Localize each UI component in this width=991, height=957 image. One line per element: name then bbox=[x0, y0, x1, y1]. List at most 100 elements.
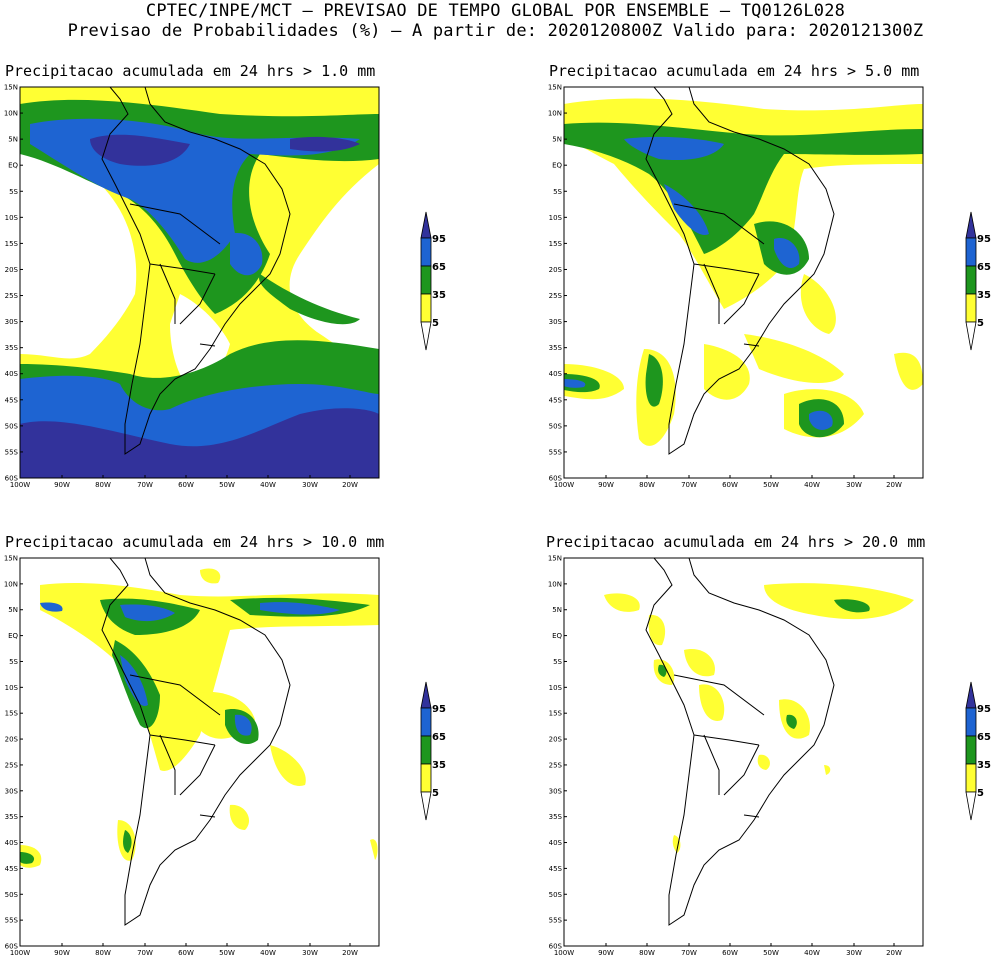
lon-label: 80W bbox=[639, 481, 655, 489]
legend-label: 95 bbox=[432, 704, 446, 715]
lon-label: 80W bbox=[95, 481, 111, 489]
lon-label: 60W bbox=[178, 481, 194, 489]
lon-labels-4: 100W 90W 80W 70W 60W 50W 40W 30W 20W bbox=[554, 943, 902, 957]
lat-labels-1: 15N 10N 5N EQ 5S 10S 15S 20S 25S 30S 35S 40S 45S 50S 5… bbox=[4, 84, 23, 483]
lat-label: 25S bbox=[5, 761, 19, 769]
lon-label: 20W bbox=[342, 949, 358, 957]
lon-label: 70W bbox=[681, 481, 697, 489]
lon-label: 60W bbox=[178, 949, 194, 957]
lat-label: 55S bbox=[5, 448, 19, 456]
lon-label: 20W bbox=[886, 481, 902, 489]
lat-label: 25S bbox=[5, 292, 19, 300]
legend-label: 5 bbox=[432, 318, 439, 329]
map-panel-2: 15N 10N 5N EQ 5S 10S 15S 20S 25S 30S 35S 40S 45S 50S 5… bbox=[544, 84, 929, 489]
legend-label: 95 bbox=[432, 234, 446, 245]
lon-label: 60W bbox=[722, 949, 738, 957]
header-subtitle: Previsao de Probabilidades (%) – A parti… bbox=[67, 21, 924, 41]
lat-label: 5N bbox=[552, 136, 562, 144]
lon-label: 50W bbox=[219, 481, 235, 489]
legend-swatch-low bbox=[965, 763, 977, 793]
lat-label: 15S bbox=[5, 710, 19, 718]
lat-label: EQ bbox=[8, 162, 18, 170]
lat-label: 5S bbox=[9, 188, 18, 196]
lat-label: 55S bbox=[549, 917, 563, 925]
legend-swatch-high bbox=[965, 707, 977, 737]
lat-label: 35S bbox=[5, 813, 19, 821]
lat-label: 10N bbox=[548, 110, 562, 118]
legend-swatch-mid bbox=[965, 265, 977, 295]
lat-labels-4: 15N 10N 5N EQ 5S 10S 15S 20S 25S 30S 35S 40S 45S 50S 5… bbox=[548, 555, 567, 951]
legend-panel-3: 95 65 35 5 bbox=[415, 680, 455, 825]
legend-label: 65 bbox=[977, 732, 991, 743]
lat-label: 55S bbox=[5, 917, 19, 925]
lon-label: 90W bbox=[54, 949, 70, 957]
lat-label: 45S bbox=[5, 865, 19, 873]
legend-swatch-low bbox=[965, 293, 977, 323]
legend-label: 5 bbox=[977, 318, 984, 329]
legend-swatch-bottom bbox=[965, 791, 977, 821]
lat-label: 55S bbox=[549, 448, 563, 456]
lat-label: 40S bbox=[549, 839, 563, 847]
lat-label: EQ bbox=[8, 632, 18, 640]
coastline-4 bbox=[645, 558, 835, 926]
lat-label: 15N bbox=[4, 84, 18, 92]
lat-label: 40S bbox=[5, 839, 19, 847]
lat-label: 10N bbox=[4, 110, 18, 118]
legend-label: 35 bbox=[432, 760, 446, 771]
lon-label: 40W bbox=[804, 949, 820, 957]
lon-label: 90W bbox=[598, 481, 614, 489]
lat-label: 50S bbox=[549, 891, 563, 899]
map-panel-4: 15N 10N 5N EQ 5S 10S 15S 20S 25S 30S 35S 40S 45S 50S 5… bbox=[544, 555, 929, 957]
legend-swatch-bottom bbox=[965, 321, 977, 351]
legend-swatch-low bbox=[420, 763, 432, 793]
lon-label: 70W bbox=[137, 949, 153, 957]
panel-4-title: Precipitacao acumulada em 24 hrs > 20.0 … bbox=[546, 533, 926, 551]
lat-label: 15N bbox=[548, 84, 562, 92]
lat-label: 45S bbox=[5, 396, 19, 404]
legend-swatch-top bbox=[420, 211, 432, 239]
legend-swatch-mid bbox=[420, 265, 432, 295]
lat-label: 5S bbox=[9, 658, 18, 666]
lat-label: 40S bbox=[549, 370, 563, 378]
lon-label: 50W bbox=[219, 949, 235, 957]
lon-label: 20W bbox=[886, 949, 902, 957]
panel-1-title: Precipitacao acumulada em 24 hrs > 1.0 m… bbox=[5, 62, 376, 80]
lon-label: 100W bbox=[10, 481, 30, 489]
lon-label: 70W bbox=[681, 949, 697, 957]
lon-label: 60W bbox=[722, 481, 738, 489]
legend-label: 35 bbox=[432, 290, 446, 301]
lat-label: 50S bbox=[5, 422, 19, 430]
lon-label: 40W bbox=[260, 481, 276, 489]
map-panel-1: 15N 10N 5N EQ 5S 10S 15S 20S 25S 30S 35S 40S 45S 50S 5… bbox=[0, 84, 385, 489]
lat-label: 15N bbox=[548, 555, 562, 563]
lon-label: 50W bbox=[763, 481, 779, 489]
lat-label: EQ bbox=[552, 162, 562, 170]
legend-swatch-high bbox=[420, 237, 432, 267]
lat-label: 35S bbox=[549, 344, 563, 352]
lat-label: 30S bbox=[5, 787, 19, 795]
lon-label: 30W bbox=[846, 481, 862, 489]
legend-swatch-high bbox=[965, 237, 977, 267]
lat-label: 10S bbox=[549, 214, 563, 222]
lat-label: 45S bbox=[549, 865, 563, 873]
lat-label: 60S bbox=[5, 475, 19, 483]
coastline-2 bbox=[645, 87, 835, 455]
lon-label: 90W bbox=[54, 481, 70, 489]
lon-labels-3: 100W 90W 80W 70W 60W 50W 40W 30W 20W bbox=[10, 943, 358, 957]
legend-label: 35 bbox=[977, 760, 991, 771]
legend-label: 95 bbox=[977, 704, 991, 715]
lat-label: 5S bbox=[553, 188, 562, 196]
legend-label: 65 bbox=[977, 262, 991, 273]
lon-label: 100W bbox=[554, 481, 574, 489]
lon-label: 50W bbox=[763, 949, 779, 957]
lat-label: 20S bbox=[5, 266, 19, 274]
lat-label: 20S bbox=[549, 266, 563, 274]
lat-label: 40S bbox=[5, 370, 19, 378]
lat-label: 10S bbox=[549, 684, 563, 692]
lon-label: 70W bbox=[137, 481, 153, 489]
lon-label: 20W bbox=[342, 481, 358, 489]
lat-label: 30S bbox=[5, 318, 19, 326]
panel-3-title: Precipitacao acumulada em 24 hrs > 10.0 … bbox=[5, 533, 385, 551]
legend-swatch-mid bbox=[965, 735, 977, 765]
lat-label: 60S bbox=[5, 943, 19, 951]
